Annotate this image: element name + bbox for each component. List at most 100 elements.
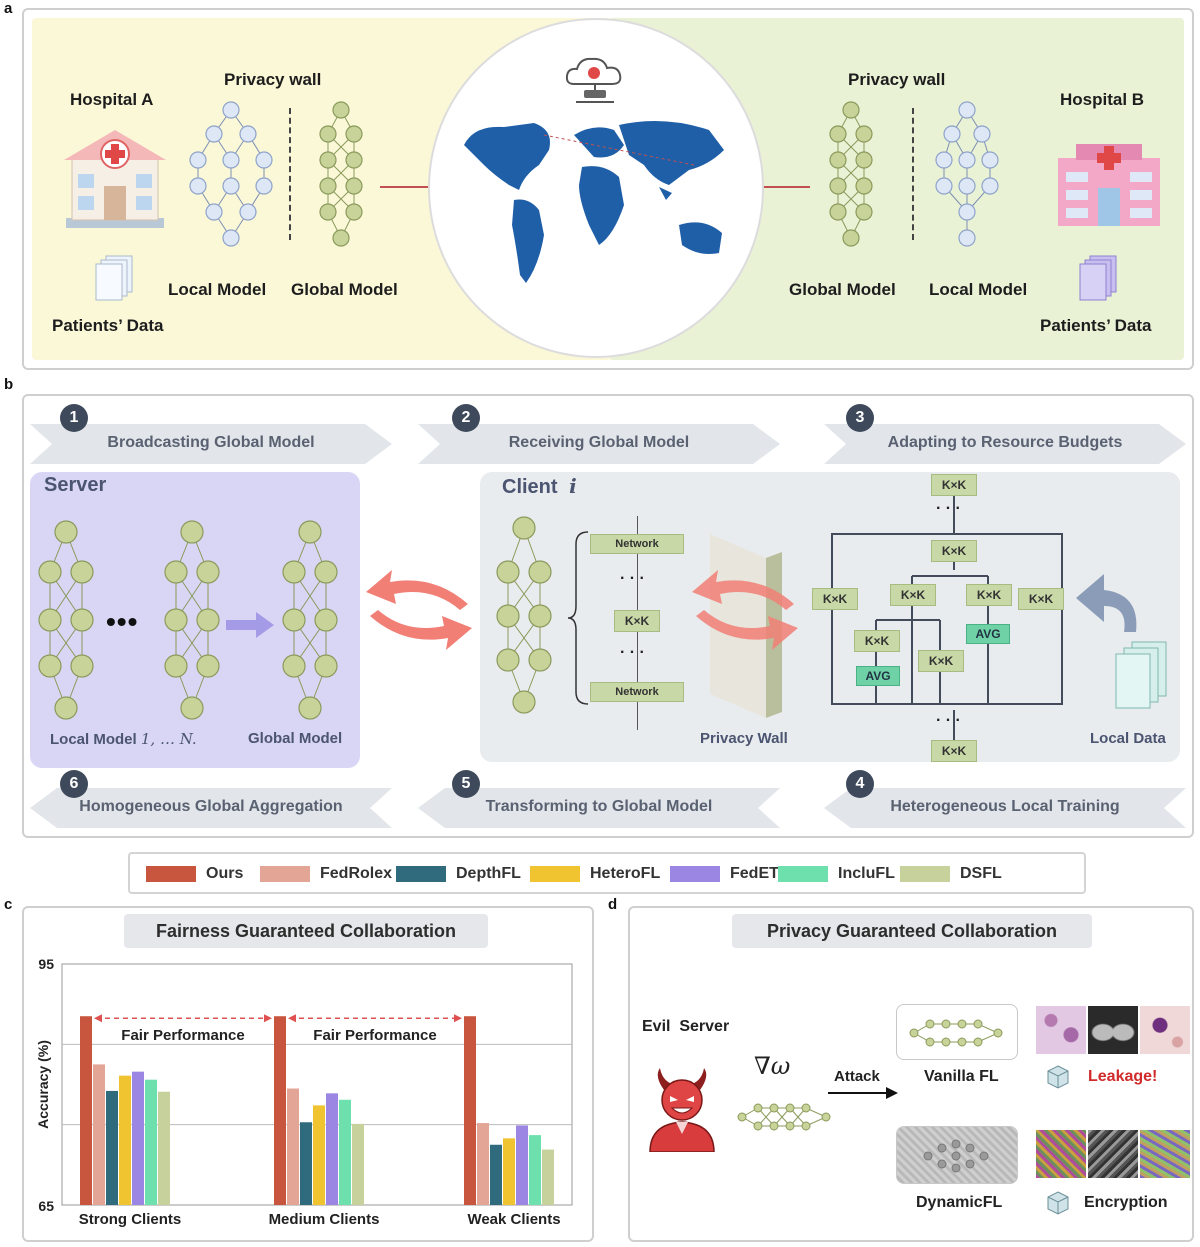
kxk-block: K×K (854, 630, 900, 652)
kxk-block: K×K (931, 540, 977, 562)
bar (529, 1135, 541, 1205)
local-model-left-label: Local Model (168, 280, 267, 299)
kxk-block: K×K (812, 588, 858, 610)
x-tick-label: Strong Clients (79, 1211, 182, 1228)
local-model-network-icon (164, 520, 220, 720)
legend-label: DSFL (960, 865, 1002, 882)
kxk-block: K×K (1018, 588, 1064, 610)
panel-d-title: Privacy Guaranteed Collaboration (732, 914, 1092, 948)
privacy-wall-left-label: Privacy wall (224, 70, 322, 89)
bar (464, 1016, 476, 1205)
bar (352, 1123, 364, 1205)
bar (477, 1123, 489, 1205)
legend-swatch (530, 866, 580, 882)
step-number-badge: 1 (60, 404, 88, 432)
legend-item: HeteroFL (530, 862, 660, 886)
privacy-wall-label: Privacy Wall (700, 730, 788, 747)
legend-label: HeteroFL (590, 865, 661, 882)
step-label: Adapting to Resource Budgets (887, 434, 1123, 451)
local-model-range-label: Local Model 1, … N. (50, 730, 197, 748)
local-data-stack-icon (1115, 641, 1167, 709)
leakage-label: Leakage! (1088, 1068, 1158, 1085)
leaked-image-xray (1088, 1006, 1138, 1054)
legend-item: Ours (146, 862, 243, 886)
step-number-badge: 4 (846, 770, 874, 798)
legend-swatch (146, 866, 196, 882)
fair-performance-label: Fair Performance (313, 1027, 436, 1044)
legend-swatch (260, 866, 310, 882)
step-label: Broadcasting Global Model (107, 434, 315, 451)
bar (119, 1075, 131, 1205)
legend-item: IncluFL (778, 862, 895, 886)
fair-performance-label: Fair Performance (121, 1027, 244, 1044)
step-banner-4: Heterogeneous Local Training (824, 788, 1186, 828)
bar (274, 1016, 286, 1205)
bar (490, 1144, 502, 1205)
step-banner-3: Adapting to Resource Budgets (824, 424, 1186, 464)
patients-data-left-label: Patients’ Data (52, 316, 164, 335)
network-block: Network (590, 682, 684, 702)
y-tick-label: 65 (38, 1198, 54, 1214)
global-model-network-icon (829, 101, 873, 247)
step-number-badge: 2 (452, 404, 480, 432)
bar (339, 1099, 351, 1205)
panel-c-title: Fairness Guaranteed Collaboration (124, 914, 488, 948)
legend-label: FedRolex (320, 865, 393, 882)
network-block: Network (590, 534, 684, 554)
bar (158, 1091, 170, 1205)
aggregate-arrow-icon (226, 612, 274, 638)
step-number-badge: 3 (846, 404, 874, 432)
accuracy-bar-chart: 95 65 Accuracy (%) Strong Clients Medium Cli… (35, 956, 573, 1228)
client-model-network-icon (496, 516, 552, 714)
arrow-head (94, 1014, 102, 1023)
legend-label: Ours (206, 865, 244, 882)
vanilla-network-icon (909, 1019, 1003, 1047)
panel-c-letter: c (4, 896, 13, 913)
kxk-block: K×K (931, 474, 977, 496)
server-global-model-label: Global Model (248, 730, 343, 747)
patients-data-right-label: Patients’ Data (1040, 316, 1152, 335)
step-number-badge: 5 (452, 770, 480, 798)
bar (326, 1093, 338, 1205)
dots-separator: · · · (620, 644, 645, 661)
patients-data-stack-icon (95, 255, 133, 301)
hospital-a-label: Hospital A (70, 90, 154, 109)
cloud-server-icon (565, 57, 622, 103)
legend-label: IncluFL (838, 865, 895, 882)
exchange-arrows-icon (366, 570, 472, 650)
data-cube-icon (1047, 1065, 1069, 1089)
legend-swatch (900, 866, 950, 882)
hospital-building-icon (1058, 144, 1160, 226)
encrypted-image-3 (1140, 1130, 1190, 1178)
legend-swatch (396, 866, 446, 882)
gradient-network-icon (737, 1103, 831, 1131)
local-model-network-icon (189, 101, 273, 247)
global-model-network-icon (319, 101, 363, 247)
step-number-badge: 6 (60, 770, 88, 798)
bar (542, 1149, 554, 1205)
arrow-head (288, 1014, 296, 1023)
local-model-right-label: Local Model (929, 280, 1028, 299)
dots-separator: · · · (936, 712, 961, 729)
step-label: Transforming to Global Model (485, 798, 713, 815)
x-tick-label: Weak Clients (467, 1211, 560, 1228)
kxk-block: K×K (918, 650, 964, 672)
global-model-left-label: Global Model (291, 280, 398, 299)
legend-label: DepthFL (456, 865, 521, 882)
bar (106, 1090, 118, 1205)
step-label: Receiving Global Model (508, 434, 690, 451)
step-label: Heterogeneous Local Training (890, 798, 1120, 815)
bar (300, 1122, 312, 1205)
local-model-network-icon (38, 520, 94, 720)
panel-a-letter: a (4, 0, 13, 17)
curly-brace-icon (567, 531, 589, 705)
kxk-block: K×K (614, 610, 660, 632)
x-tick-label: Medium Clients (269, 1211, 380, 1228)
legend-item: DSFL (900, 862, 1002, 886)
bar (313, 1105, 325, 1205)
panel-b-letter: b (4, 376, 14, 393)
bar (132, 1071, 144, 1205)
bar (516, 1125, 528, 1205)
bar (145, 1079, 157, 1205)
exchange-arrows-icon (692, 570, 798, 650)
